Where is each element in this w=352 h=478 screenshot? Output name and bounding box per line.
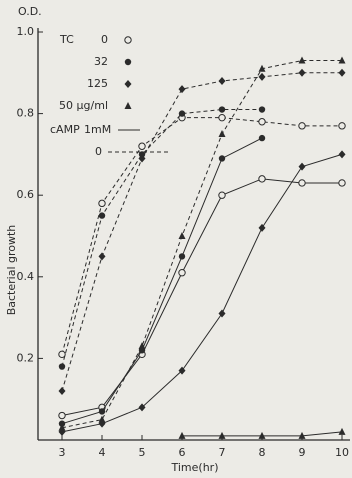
marker: [58, 387, 66, 396]
marker: [338, 122, 346, 130]
marker: [218, 431, 226, 439]
marker: [218, 191, 226, 199]
marker: [218, 113, 226, 122]
marker: [298, 56, 306, 64]
marker: [138, 403, 146, 412]
legend-label: 50 µg/ml: [59, 99, 108, 112]
marker: [178, 269, 186, 277]
marker: [178, 366, 186, 375]
marker: [258, 118, 266, 126]
marker: [298, 122, 306, 130]
y-tick-label: 0.8: [17, 107, 35, 120]
x-axis-label: Time(hr): [171, 461, 219, 474]
series-line: [61, 109, 262, 367]
marker: [98, 415, 106, 423]
marker: [58, 423, 66, 431]
y-tick-label: 0.4: [17, 270, 35, 283]
marker: [58, 420, 66, 427]
marker: [258, 106, 266, 113]
y-tick-label: 1.0: [17, 25, 35, 38]
marker: [258, 134, 266, 142]
legend-marker: [124, 36, 132, 44]
marker: [58, 427, 66, 436]
y-tick-label: 0.6: [17, 188, 35, 201]
marker: [258, 431, 266, 439]
marker: [338, 427, 346, 435]
marker: [218, 76, 226, 85]
marker: [98, 199, 106, 208]
x-tick-label: 9: [299, 446, 306, 459]
marker: [178, 431, 186, 439]
marker: [298, 179, 306, 187]
y-axis-label: Bacterial growth: [5, 225, 18, 316]
marker: [58, 350, 66, 359]
series-line: [61, 60, 342, 429]
marker: [338, 56, 346, 64]
marker: [98, 419, 106, 428]
legend-title: TC: [59, 33, 74, 46]
marker: [258, 223, 266, 232]
marker: [138, 154, 146, 163]
marker: [218, 309, 226, 318]
marker: [178, 232, 186, 239]
legend-title: cAMP: [50, 123, 80, 136]
x-tick-label: 4: [99, 446, 106, 459]
marker: [218, 155, 226, 162]
marker: [178, 253, 186, 260]
marker: [138, 347, 146, 354]
marker: [98, 252, 106, 261]
marker: [258, 64, 266, 72]
legend-label: 0: [101, 33, 108, 46]
marker: [298, 68, 306, 77]
marker: [178, 85, 186, 94]
x-tick-label: 8: [259, 446, 266, 459]
legend-marker: [124, 102, 132, 109]
legend-label: 125: [87, 77, 108, 90]
marker: [58, 363, 66, 370]
legend-label: 0: [95, 145, 102, 158]
marker: [218, 130, 226, 137]
marker: [258, 72, 266, 81]
marker: [178, 110, 186, 117]
marker: [138, 151, 146, 158]
marker: [138, 342, 146, 350]
x-tick-label: 10: [335, 446, 349, 459]
y-tick-label: 0.2: [17, 351, 35, 364]
series-line: [61, 72, 342, 392]
series-line: [61, 117, 342, 355]
x-tick-label: 6: [179, 446, 186, 459]
legend-marker: [124, 80, 132, 88]
x-tick-label: 5: [139, 446, 146, 459]
x-tick-label: 7: [219, 446, 226, 459]
legend-marker: [124, 58, 132, 66]
marker: [338, 150, 346, 159]
series-line: [61, 178, 342, 417]
series-line: [61, 137, 263, 425]
legend-label: 1mM: [84, 123, 111, 136]
marker: [218, 106, 226, 113]
marker: [258, 175, 266, 183]
marker: [338, 68, 346, 77]
marker: [298, 162, 306, 171]
marker: [58, 411, 66, 420]
marker: [138, 142, 146, 150]
legend-label: 32: [94, 55, 108, 68]
x-tick-label: 3: [59, 446, 66, 459]
marker: [98, 408, 106, 415]
marker: [98, 212, 106, 219]
y-unit-label: O.D.: [18, 5, 42, 18]
marker: [298, 431, 306, 439]
marker: [338, 179, 346, 187]
series-line: [61, 153, 343, 433]
